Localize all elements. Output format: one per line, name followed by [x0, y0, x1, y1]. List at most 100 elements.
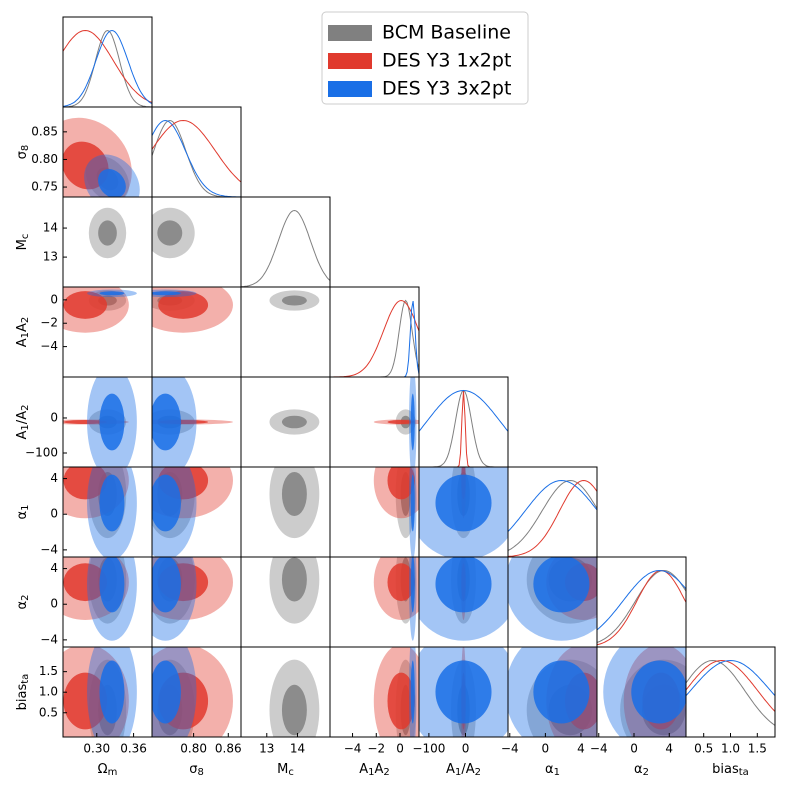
panel — [269, 409, 320, 435]
contour — [435, 660, 492, 724]
panel — [269, 659, 320, 737]
panel — [330, 299, 419, 377]
contour — [99, 660, 125, 724]
contour — [99, 291, 125, 296]
density-curve — [63, 29, 152, 107]
x-tick-label: 0 — [396, 742, 404, 756]
density-curve — [152, 119, 241, 183]
legend-swatch — [328, 25, 372, 41]
contour — [63, 141, 109, 190]
label-part: 1 — [20, 424, 31, 430]
panel — [152, 467, 233, 557]
contour — [157, 220, 183, 246]
label-part: α — [15, 511, 30, 520]
x-tick-label: 1.0 — [721, 742, 740, 756]
x-tick-label: −100 — [412, 742, 445, 756]
y-tick-label: 0.75 — [31, 180, 58, 194]
density-curve — [508, 479, 597, 557]
label-part: c — [20, 234, 31, 240]
panel — [373, 377, 419, 467]
y-tick-label: 0 — [50, 597, 58, 611]
x-axis-label: biasta — [712, 762, 749, 778]
x-tick-label: 4 — [665, 742, 673, 756]
x-tick-label: 14 — [290, 742, 305, 756]
contour — [410, 660, 415, 724]
y-tick-label: 0 — [50, 410, 58, 424]
density-curve — [419, 390, 508, 467]
y-tick-label: 4 — [50, 471, 58, 485]
label-part: 1 — [368, 767, 374, 778]
density-curve — [241, 209, 330, 287]
panel — [419, 557, 508, 641]
contour — [281, 415, 307, 429]
panel — [152, 207, 195, 259]
panel — [373, 647, 419, 737]
label-part: A — [359, 762, 368, 777]
contour — [152, 393, 181, 451]
panel — [269, 290, 320, 311]
panel — [508, 647, 597, 737]
label-part: A — [15, 430, 30, 439]
panel — [269, 467, 320, 539]
density-curve — [63, 29, 152, 103]
label-part: A — [15, 323, 30, 332]
x-tick-label: −4 — [501, 742, 519, 756]
panel — [241, 209, 330, 287]
panel — [419, 647, 508, 737]
x-tick-label: 0.86 — [215, 742, 242, 756]
x-tick-label: 0.36 — [120, 742, 147, 756]
y-tick-label: 0 — [50, 507, 58, 521]
contour — [533, 557, 590, 613]
panel — [597, 569, 686, 646]
y-tick-label: −4 — [40, 339, 58, 353]
contour — [387, 563, 415, 602]
panel — [152, 557, 233, 641]
density-curve — [508, 479, 597, 551]
label-part: ta — [20, 674, 31, 684]
contour — [99, 557, 125, 613]
label-part: 8 — [197, 767, 203, 778]
panel-frame — [240, 196, 331, 288]
panel-frame — [596, 556, 687, 648]
contour — [281, 295, 307, 306]
legend-box — [321, 11, 529, 105]
contour — [158, 291, 209, 319]
panel — [373, 467, 419, 557]
x-axis-label: α1 — [545, 762, 560, 778]
label-part: 1 — [554, 767, 560, 778]
y-tick-label: −4 — [40, 542, 58, 556]
label-part: M — [15, 239, 30, 250]
label-part: /A — [461, 762, 474, 777]
x-tick-label: 0.5 — [694, 742, 713, 756]
label-part: ta — [739, 767, 749, 778]
panel — [686, 659, 775, 726]
density-curve — [63, 29, 152, 107]
panel — [88, 207, 127, 259]
x-tick-label: 0.80 — [180, 742, 207, 756]
contour — [98, 169, 126, 197]
contour — [152, 660, 181, 724]
label-part: c — [288, 767, 294, 778]
contour — [63, 672, 108, 730]
label-part: M — [277, 762, 288, 777]
label-part: 1 — [20, 505, 31, 511]
y-tick-label: 1.0 — [39, 685, 58, 699]
contour — [410, 474, 415, 532]
panel — [269, 557, 320, 624]
panel — [508, 557, 597, 641]
label-part: A — [375, 762, 384, 777]
contour — [435, 474, 492, 532]
legend-label: BCM Baseline — [382, 22, 511, 44]
label-part: 1 — [455, 767, 461, 778]
y-tick-label: 1.5 — [39, 664, 58, 678]
panel — [508, 479, 597, 557]
contour — [98, 220, 117, 246]
density-curve — [330, 299, 419, 377]
label-part: 2 — [20, 317, 31, 323]
panel — [419, 467, 508, 557]
density-curve — [330, 301, 419, 377]
legend-label: DES Y3 1x2pt — [382, 50, 511, 72]
y-tick-label: 0.80 — [31, 152, 58, 166]
label-part: A — [15, 338, 30, 347]
label-part: 2 — [20, 595, 31, 601]
